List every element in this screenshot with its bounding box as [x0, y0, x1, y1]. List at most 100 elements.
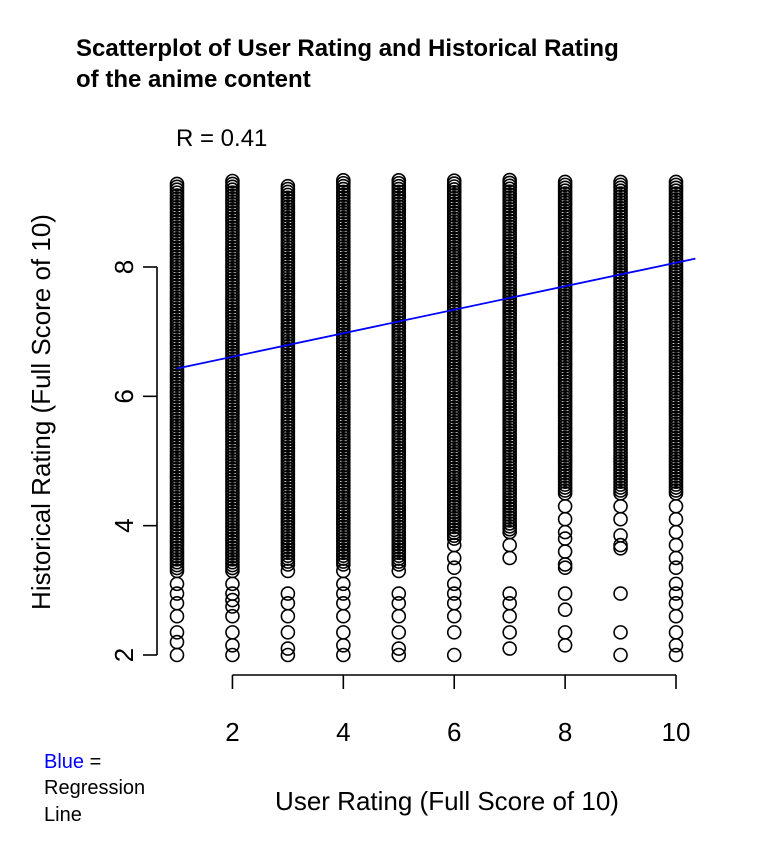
outlier-point	[446, 550, 462, 566]
outlier-point	[391, 647, 407, 663]
scatter-points	[169, 172, 684, 663]
point-column-x-2	[225, 173, 240, 663]
outlier-point	[557, 625, 573, 640]
outlier-point	[391, 641, 407, 656]
outlier-point	[391, 608, 407, 624]
x-axis-label: User Rating (Full Score of 10)	[275, 786, 619, 816]
outlier-point	[391, 586, 407, 601]
outlier-point	[557, 586, 573, 601]
x-tick-label: 10	[662, 717, 691, 747]
outlier-point	[336, 576, 351, 592]
outlier-point	[668, 637, 684, 653]
outlier-point	[336, 608, 351, 624]
outlier-point	[225, 625, 240, 640]
outlier-point	[668, 550, 684, 566]
outlier-point	[336, 586, 351, 601]
chart-title-line-2: of the anime content	[76, 66, 311, 93]
outlier-point	[336, 647, 351, 663]
data-point	[280, 178, 296, 194]
outlier-point	[225, 576, 240, 592]
data-point	[336, 173, 351, 188]
outlier-point	[668, 576, 684, 592]
legend-color-word: Blue	[44, 751, 84, 773]
y-tick-label: 8	[109, 260, 139, 274]
outlier-point	[613, 511, 628, 527]
outlier-point	[668, 595, 684, 611]
legend-note: Blue = Regression Line	[44, 751, 145, 826]
outlier-point	[557, 511, 573, 527]
outlier-point	[668, 608, 684, 624]
outlier-point	[446, 576, 462, 592]
outlier-point	[557, 498, 573, 514]
outlier-point	[225, 592, 240, 608]
outlier-point	[336, 637, 351, 653]
data-point	[557, 174, 573, 190]
outlier-point	[557, 557, 573, 572]
regression-line	[176, 257, 696, 370]
outlier-point	[280, 647, 296, 663]
outlier-point	[446, 560, 462, 576]
outlier-point	[668, 560, 684, 576]
outlier-point	[557, 560, 573, 576]
y-tick-label: 4	[109, 518, 139, 532]
x-tick-label: 8	[558, 717, 572, 747]
outlier-point	[280, 641, 296, 656]
y-axis-label: Historical Rating (Full Score of 10)	[26, 214, 56, 610]
x-axis: 2 4 6 8 10	[225, 674, 691, 747]
data-point	[446, 173, 462, 188]
outlier-point	[613, 498, 628, 514]
point-column-x-1	[169, 176, 185, 663]
point-column-x-7	[502, 172, 517, 656]
y-axis: 2 4 6 8	[109, 260, 158, 662]
outlier-point	[169, 586, 185, 601]
x-tick-label: 2	[225, 717, 239, 747]
outlier-point	[280, 586, 296, 601]
outlier-point	[613, 586, 628, 601]
point-column-x-3	[280, 178, 296, 663]
outlier-point	[336, 625, 351, 640]
outlier-point	[668, 511, 684, 527]
data-point	[169, 176, 185, 192]
outlier-point	[668, 524, 684, 540]
point-column-x-8	[557, 174, 573, 653]
outlier-point	[446, 586, 462, 601]
outlier-point	[557, 544, 573, 559]
outlier-point	[446, 625, 462, 640]
correlation-annotation: R = 0.41	[176, 125, 267, 152]
outlier-point	[613, 537, 628, 553]
outlier-point	[557, 637, 573, 653]
outlier-point	[668, 586, 684, 601]
outlier-point	[446, 647, 462, 663]
outlier-point	[446, 595, 462, 611]
outlier-point	[391, 625, 407, 640]
outlier-point	[169, 576, 185, 592]
legend-line-2: Regression	[44, 777, 145, 799]
outlier-point	[502, 586, 517, 601]
y-tick-label: 6	[109, 389, 139, 403]
outlier-point	[225, 608, 240, 624]
outlier-point	[280, 595, 296, 611]
outlier-point	[169, 647, 185, 663]
outlier-point	[280, 563, 296, 579]
outlier-point	[391, 563, 407, 579]
x-tick-label: 4	[336, 717, 350, 747]
data-point	[613, 174, 628, 190]
outlier-point	[668, 537, 684, 553]
outlier-point	[502, 550, 517, 566]
outlier-point	[668, 625, 684, 640]
outlier-point	[613, 625, 628, 640]
outlier-point	[169, 595, 185, 611]
outlier-point	[668, 647, 684, 663]
y-tick-label: 2	[109, 648, 139, 662]
outlier-point	[502, 537, 517, 553]
outlier-point	[446, 608, 462, 624]
chart-title-line-1: Scatterplot of User Rating and Historica…	[76, 35, 619, 62]
legend-equals: =	[84, 751, 101, 773]
outlier-point	[336, 595, 351, 611]
outlier-point	[169, 625, 185, 640]
outlier-point	[502, 608, 517, 624]
outlier-point	[280, 625, 296, 640]
point-column-x-9	[613, 174, 628, 663]
outlier-point	[502, 625, 517, 640]
